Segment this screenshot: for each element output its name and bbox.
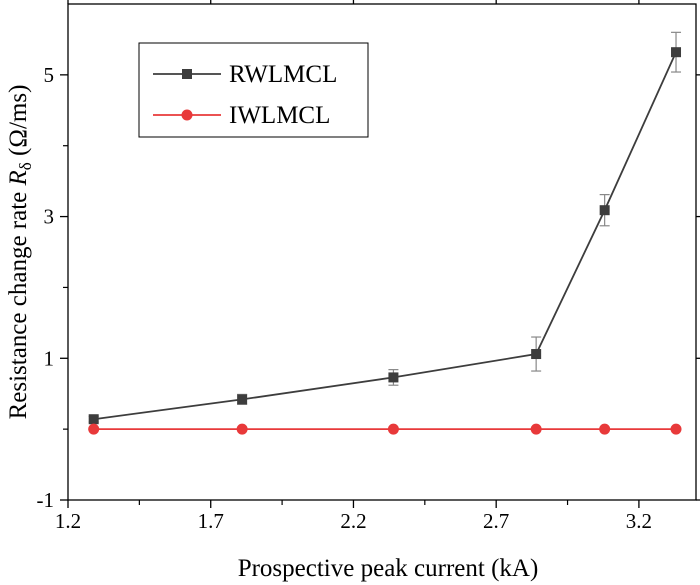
series-iwlmcl <box>88 423 682 435</box>
series-line-rwlmcl <box>93 51 677 421</box>
x-tick-label: 2.7 <box>483 509 509 533</box>
x-tick-label: 1.2 <box>55 509 81 533</box>
data-point <box>530 423 542 435</box>
x-tick-label: 2.2 <box>340 509 366 533</box>
data-point <box>236 423 248 435</box>
data-point <box>670 423 682 435</box>
legend-label-iwlmcl: IWLMCL <box>229 102 330 129</box>
legend-entry-rwlmcl: RWLMCL <box>153 61 337 88</box>
y-tick-label: 5 <box>44 63 55 87</box>
y-axis-title-prefix: Resistance change rate <box>5 185 32 419</box>
legend-marker-rwlmcl <box>182 69 192 79</box>
x-tick-label: 1.7 <box>198 509 224 533</box>
data-point <box>599 423 611 435</box>
x-tick-labels: 1.2 1.7 2.2 2.7 3.2 <box>55 509 652 533</box>
y-axis-title-symbol: R <box>5 170 32 186</box>
y-tick-labels: -1 1 3 5 <box>37 63 55 512</box>
data-point <box>88 414 99 425</box>
plot-frame <box>67 3 697 501</box>
data-point <box>599 205 610 216</box>
legend-marker-iwlmcl <box>181 109 193 121</box>
legend-label-rwlmcl: RWLMCL <box>229 61 337 88</box>
y-axis-title: Resistance change rate Rδ (Ω/ms) <box>5 85 35 420</box>
x-tick-label: 3.2 <box>626 509 652 533</box>
y-axis-title-unit: (Ω/ms) <box>5 85 32 163</box>
x-axis-title: Prospective peak current (kA) <box>238 555 539 582</box>
series-layer <box>88 31 682 435</box>
y-axis-title-subscript: δ <box>16 162 35 170</box>
data-point <box>388 372 399 383</box>
axis-ticks <box>60 0 700 508</box>
data-point <box>237 394 248 405</box>
y-tick-label: 3 <box>44 205 55 229</box>
y-tick-label: -1 <box>37 488 55 512</box>
legend-box <box>138 42 369 138</box>
legend-entry-iwlmcl: IWLMCL <box>153 102 330 129</box>
series-rwlmcl <box>88 31 682 425</box>
data-point <box>387 423 399 435</box>
y-tick-label: 1 <box>44 346 55 370</box>
data-point <box>531 349 542 360</box>
data-point <box>88 423 100 435</box>
data-point <box>671 47 682 58</box>
